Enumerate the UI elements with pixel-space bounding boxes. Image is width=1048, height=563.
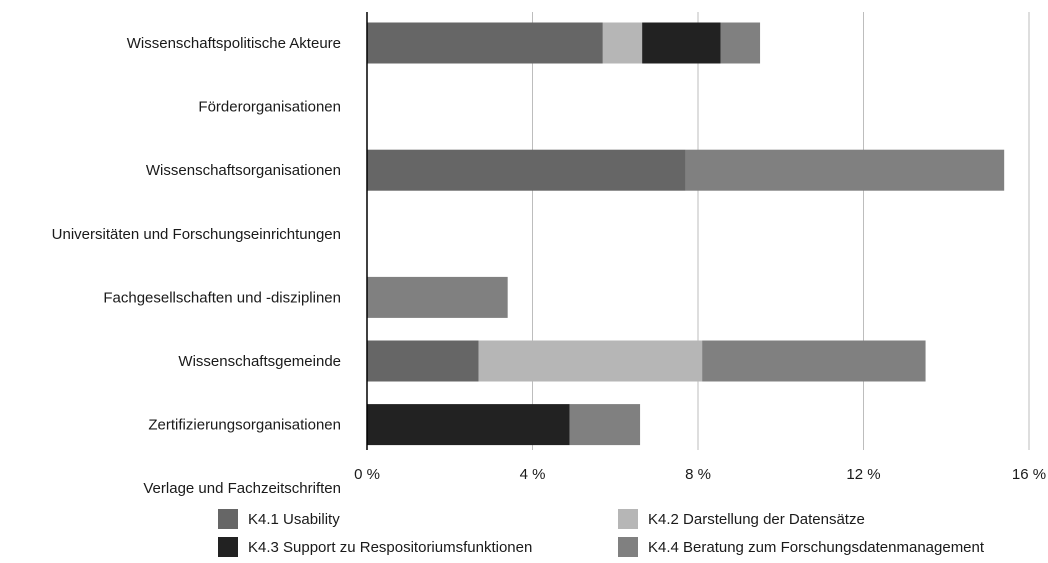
bar-segment <box>367 340 479 382</box>
category-label: Zertifizierungsorganisationen <box>148 417 341 434</box>
x-tick-label: 16 % <box>1012 466 1046 483</box>
legend-swatch <box>218 509 238 529</box>
stacked-bar-chart: Wissenschaftspolitische Akteure Förderorg… <box>52 12 1046 497</box>
bar-segment <box>685 149 1005 191</box>
bar-segment <box>720 22 761 64</box>
legend-label: K4.2 Darstellung der Datensätze <box>648 510 865 528</box>
bar-segment <box>367 276 508 318</box>
bar-segment <box>367 149 686 191</box>
x-tick-labels: 0 % 4 % 8 % 12 % 16 % <box>354 466 1046 483</box>
legend-item: K4.2 Darstellung der Datensätze <box>618 508 865 530</box>
bar-segment <box>367 22 603 64</box>
x-tick-label: 4 % <box>520 466 546 483</box>
category-labels: Wissenschaftspolitische Akteure Förderorg… <box>52 35 341 497</box>
bar-segment <box>478 340 703 382</box>
legend-label: K4.3 Support zu Respositoriumsfunktionen <box>248 538 533 556</box>
category-label: Verlage und Fachzeitschriften <box>143 480 341 497</box>
legend-swatch <box>618 537 638 557</box>
legend-item: K4.1 Usability <box>218 508 340 530</box>
category-label: Wissenschaftspolitische Akteure <box>127 35 341 52</box>
x-tick-label: 0 % <box>354 466 380 483</box>
grid-lines <box>532 12 1030 450</box>
legend-swatch <box>618 509 638 529</box>
bar-segment <box>569 404 641 446</box>
bar-segment <box>602 22 643 64</box>
legend-item: K4.4 Beratung zum Forschungsdatenmanagem… <box>618 536 984 558</box>
legend-item: K4.3 Support zu Respositoriumsfunktionen <box>218 536 532 558</box>
legend-swatch <box>218 537 238 557</box>
bar-segment <box>642 22 721 64</box>
legend-label: K4.1 Usability <box>248 510 340 528</box>
category-label: Förderorganisationen <box>198 99 341 116</box>
category-label: Fachgesellschaften und -disziplinen <box>103 289 341 306</box>
category-label: Wissenschaftsorganisationen <box>146 162 341 179</box>
legend: K4.1 Usability K4.2 Darstellung der Daten… <box>0 508 1048 563</box>
legend-label: K4.4 Beratung zum Forschungsdatenmanagem… <box>648 538 985 556</box>
bar-segment <box>702 340 926 382</box>
category-label: Universitäten und Forschungseinrichtunge… <box>52 226 341 243</box>
x-tick-label: 12 % <box>846 466 880 483</box>
bars <box>367 22 1005 446</box>
x-tick-label: 8 % <box>685 466 711 483</box>
category-label: Wissenschaftsgemeinde <box>178 353 341 370</box>
bar-segment <box>367 404 570 446</box>
